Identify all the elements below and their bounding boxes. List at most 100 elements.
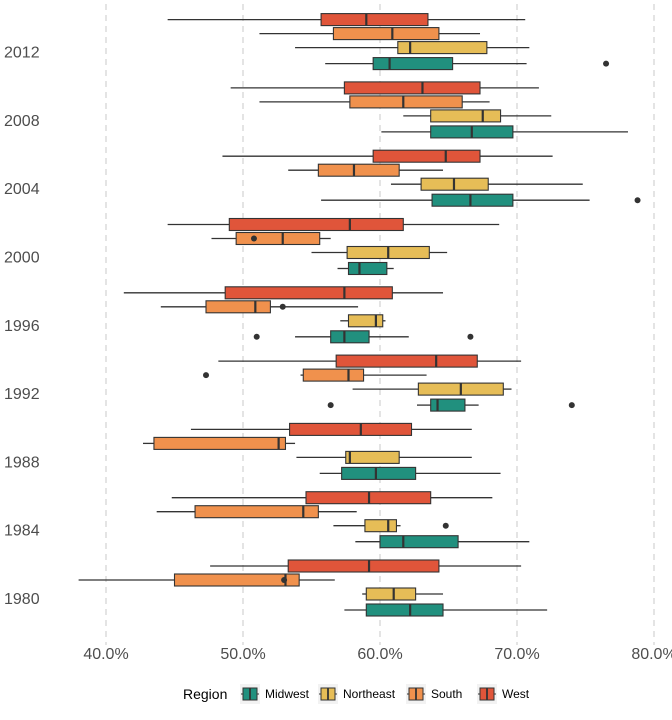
- box-south-1988: [142, 436, 296, 450]
- outlier-point: [603, 60, 610, 67]
- outlier-point: [634, 197, 641, 204]
- box-midwest-1996: [253, 330, 474, 344]
- box-northeast-1980: [362, 587, 444, 601]
- box-body: [430, 109, 502, 123]
- box-body: [347, 314, 384, 328]
- box-northeast-1988: [296, 450, 472, 464]
- box-west-2004: [222, 149, 553, 163]
- outlier-point: [442, 522, 449, 529]
- y-tick-label: 2000: [4, 250, 40, 267]
- box-body: [397, 41, 488, 55]
- box-body: [343, 81, 481, 95]
- legend-label: South: [431, 687, 462, 701]
- y-tick-label: 2004: [4, 181, 40, 198]
- box-body: [364, 519, 397, 533]
- outlier-point: [250, 235, 257, 242]
- box-midwest-2004: [321, 193, 641, 207]
- box-body: [289, 422, 413, 436]
- box-body: [372, 149, 481, 163]
- box-body: [302, 368, 365, 382]
- box-northeast-1992: [352, 382, 512, 396]
- box-south-2004: [288, 163, 444, 177]
- box-northeast-2012: [295, 41, 530, 55]
- box-body: [365, 603, 444, 617]
- box-body: [345, 450, 400, 464]
- box-west-1988: [190, 422, 472, 436]
- box-northeast-2004: [390, 177, 583, 191]
- box-northeast-2000: [311, 245, 448, 260]
- box-body: [430, 398, 466, 412]
- y-tick-label: 1996: [4, 318, 40, 335]
- box-body: [205, 300, 271, 314]
- box-body: [317, 163, 400, 177]
- legend-item-west: West: [477, 684, 530, 704]
- x-tick-label: 50.0%: [220, 646, 265, 663]
- box-body: [235, 231, 321, 246]
- box-northeast-2008: [403, 109, 552, 123]
- box-body: [349, 95, 463, 109]
- legend-label: Midwest: [265, 687, 310, 701]
- legend: Region Midwest Northeast South West: [183, 684, 530, 704]
- box-south-1984: [156, 505, 357, 519]
- y-tick-label: 1992: [4, 386, 40, 403]
- y-tick-label: 1980: [4, 591, 40, 608]
- box-west-1996: [123, 286, 444, 300]
- box-northeast-1996: [340, 314, 386, 328]
- y-tick-label: 1984: [4, 523, 40, 540]
- box-body: [347, 261, 388, 276]
- box-west-1980: [210, 559, 522, 573]
- box-northeast-1984: [333, 519, 449, 533]
- box-south-2012: [259, 27, 481, 41]
- legend-item-northeast: Northeast: [318, 684, 396, 704]
- x-tick-label: 70.0%: [494, 646, 539, 663]
- outlier-point: [281, 577, 288, 583]
- outlier-point: [253, 333, 260, 340]
- legend-item-midwest: Midwest: [240, 684, 310, 704]
- y-tick-label: 2012: [4, 45, 40, 62]
- box-midwest-1984: [355, 535, 530, 549]
- box-body: [379, 535, 459, 549]
- y-axis: 1980 1984 1988 1992 1996 2000 2004 2008 2012: [4, 45, 40, 608]
- x-tick-label: 80.0%: [631, 646, 672, 663]
- box-midwest-2012: [325, 57, 610, 71]
- x-axis: 40.0% 50.0% 60.0% 70.0% 80.0%: [83, 646, 672, 663]
- box-body: [287, 559, 440, 573]
- box-body: [372, 57, 454, 71]
- box-midwest-1992: [327, 398, 575, 412]
- box-west-2000: [167, 217, 500, 232]
- box-south-2008: [259, 95, 490, 109]
- box-south-1980: [78, 573, 335, 587]
- outlier-point: [568, 402, 575, 409]
- box-midwest-1988: [319, 466, 501, 480]
- outlier-point: [327, 402, 334, 409]
- box-west-2008: [230, 81, 539, 95]
- box-body: [194, 505, 319, 519]
- box-body: [431, 193, 514, 207]
- legend-item-south: South: [406, 684, 462, 704]
- legend-title: Region: [183, 686, 227, 702]
- box-west-2012: [167, 13, 526, 27]
- outlier-point: [467, 333, 474, 340]
- box-midwest-2000: [337, 261, 394, 276]
- box-body: [320, 13, 429, 27]
- box-body: [335, 354, 478, 368]
- legend-label: West: [502, 687, 530, 701]
- box-west-1992: [218, 354, 522, 368]
- box-body: [228, 217, 404, 232]
- outlier-point: [279, 303, 286, 310]
- x-tick-label: 40.0%: [83, 646, 128, 663]
- box-west-1984: [171, 491, 493, 505]
- legend-label: Northeast: [343, 687, 396, 701]
- box-layer: [78, 13, 641, 617]
- box-body: [341, 466, 417, 480]
- y-tick-label: 2008: [4, 113, 40, 130]
- box-body: [153, 436, 287, 450]
- box-body: [330, 330, 370, 344]
- box-south-1992: [203, 368, 427, 382]
- box-midwest-1980: [344, 603, 548, 617]
- outlier-point: [203, 372, 210, 379]
- box-body: [173, 573, 300, 587]
- box-midwest-2008: [381, 125, 628, 139]
- box-body: [224, 286, 393, 300]
